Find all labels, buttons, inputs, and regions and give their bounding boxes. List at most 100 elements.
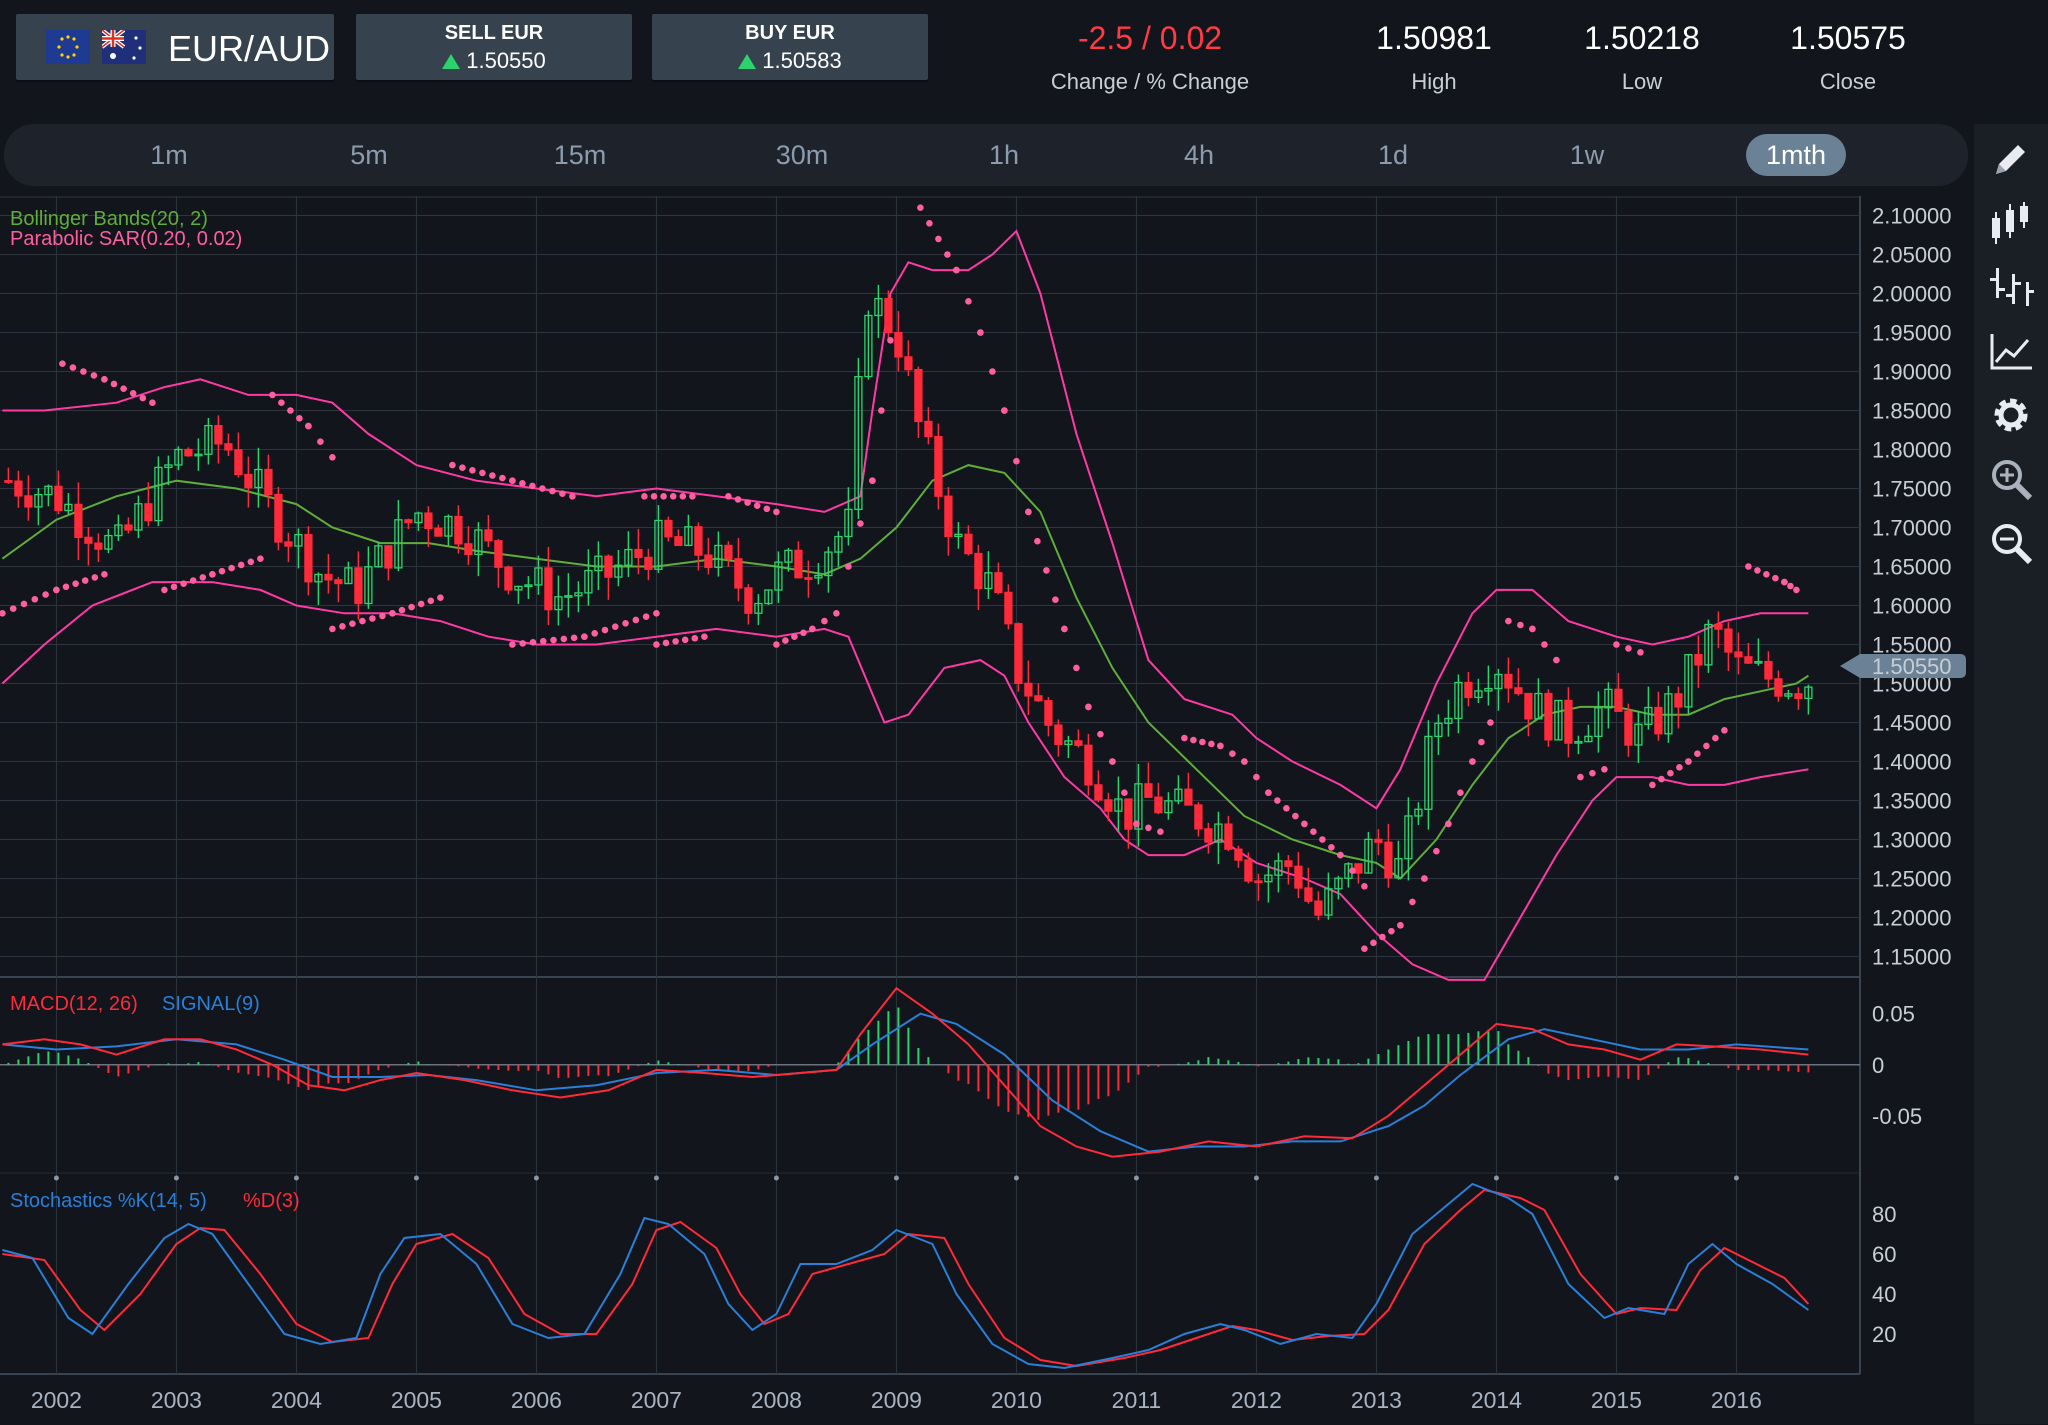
candle-body [974,552,983,590]
candlestick-series [4,284,1813,921]
chart-axes: 2.10000 2.05000 2.00000 1.95000 1.90000 1.850… [31,204,1952,1414]
bar-chart-icon[interactable] [1988,264,2034,310]
candle-body [1474,690,1483,699]
sar-dot [1157,828,1164,835]
price-tick-label: 1.45000 [1872,711,1952,736]
candle-body [1554,699,1563,741]
low-value: 1.50218 [1584,20,1700,56]
sar-dot [53,586,60,594]
candle-body [674,536,683,547]
candle-body [184,448,193,457]
zoom-in-icon[interactable] [1988,456,2034,502]
stochastics-tick-label: 80 [1872,1202,1896,1227]
candle-body [864,314,873,378]
sar-dot [550,636,557,644]
tab-4h[interactable]: 4h [1183,140,1215,170]
sar-dot [469,467,476,474]
sell-price: 1.50550 [466,48,546,73]
sar-dot [1370,939,1377,947]
currency-pair-selector[interactable]: EUR/AUD [16,14,334,80]
candle-body [484,529,493,542]
candlestick-icon[interactable] [1988,200,2034,246]
candle-body [1364,838,1373,874]
year-tick-label: 2007 [631,1387,682,1413]
candle-body [144,503,153,522]
tab-1h[interactable]: 1h [988,140,1020,170]
year-tick-label: 2006 [511,1387,562,1413]
candle-body [1804,686,1813,700]
tab-15m[interactable]: 15m [553,140,607,170]
line-chart-icon[interactable] [1988,328,2034,374]
gear-icon[interactable] [1988,392,2034,438]
candle-body [1144,783,1153,798]
candle-body [944,495,953,538]
sar-dot [369,615,376,622]
candle-body [984,572,993,590]
sar-dot [269,391,276,399]
candle-body [1354,863,1363,874]
low-label: Low [1621,69,1663,94]
stochastics-k-line [2,1182,1809,1370]
year-tick-label: 2011 [1112,1387,1161,1413]
candle-body [374,545,383,568]
price-tick-label: 1.65000 [1872,555,1952,580]
candle-body [1444,717,1453,724]
sar-dot [570,634,578,642]
candle-body [1014,623,1023,685]
candle-body [1104,799,1113,812]
candle-body [1274,860,1283,876]
tab-1w[interactable]: 1w [1569,140,1605,170]
candle-body [1064,740,1073,746]
sar-dot [744,499,751,506]
sell-eur-button[interactable]: SELL EUR 1.50550 [356,14,632,80]
sar-dot [734,496,742,503]
separator-dot [1133,1175,1139,1181]
price-tick-label: 2.00000 [1872,282,1952,307]
sar-dot [725,493,732,500]
candle-body [1454,681,1463,720]
candle-body [344,567,353,585]
tab-5m[interactable]: 5m [350,140,388,170]
candle-body [1754,660,1763,664]
candle-body [634,548,643,559]
candle-body [494,540,503,568]
pencil-icon[interactable] [1988,136,2034,182]
tab-30m[interactable]: 30m [775,140,829,170]
candle-body [1694,653,1703,666]
buy-eur-button[interactable]: BUY EUR 1.50583 [652,14,928,80]
close-stat: 1.50575 Close [1748,20,1948,95]
sar-dot [1319,836,1326,843]
sar-dot [642,613,650,620]
candle-body [414,512,423,524]
separator-dot [1373,1175,1379,1181]
candle-body [1204,828,1213,843]
candle-body [1074,740,1083,746]
candle-body [174,448,183,466]
zoom-out-icon[interactable] [1988,520,2034,566]
candle-body [824,551,833,577]
sell-label: SELL EUR [444,22,544,44]
high-stat: 1.50981 High [1334,20,1534,95]
candle-body [1404,815,1413,860]
price-chart[interactable]: 2.10000 2.05000 2.00000 1.95000 1.90000 1.850… [0,196,2048,1425]
tab-1mth[interactable]: 1mth [1746,134,1846,176]
candle-body [954,533,963,538]
sar-dot [1505,617,1512,625]
sar-dot [845,563,852,570]
sar-dot [317,438,324,445]
sar-dot [1625,645,1632,652]
sar-dot [1361,883,1368,890]
candle-body [1234,848,1243,861]
sar-dot [672,638,679,645]
candle-body [684,526,693,547]
candle-body [384,545,393,569]
stochastics-tick-label: 40 [1872,1282,1896,1307]
candle-body [1614,688,1623,712]
price-tick-label: 1.25000 [1872,867,1952,892]
candle-body [54,485,63,512]
tab-1d[interactable]: 1d [1377,140,1409,170]
sar-dot [1793,586,1800,594]
sar-dot [139,394,147,402]
tab-1m[interactable]: 1m [150,140,188,170]
sar-dot [529,638,537,646]
